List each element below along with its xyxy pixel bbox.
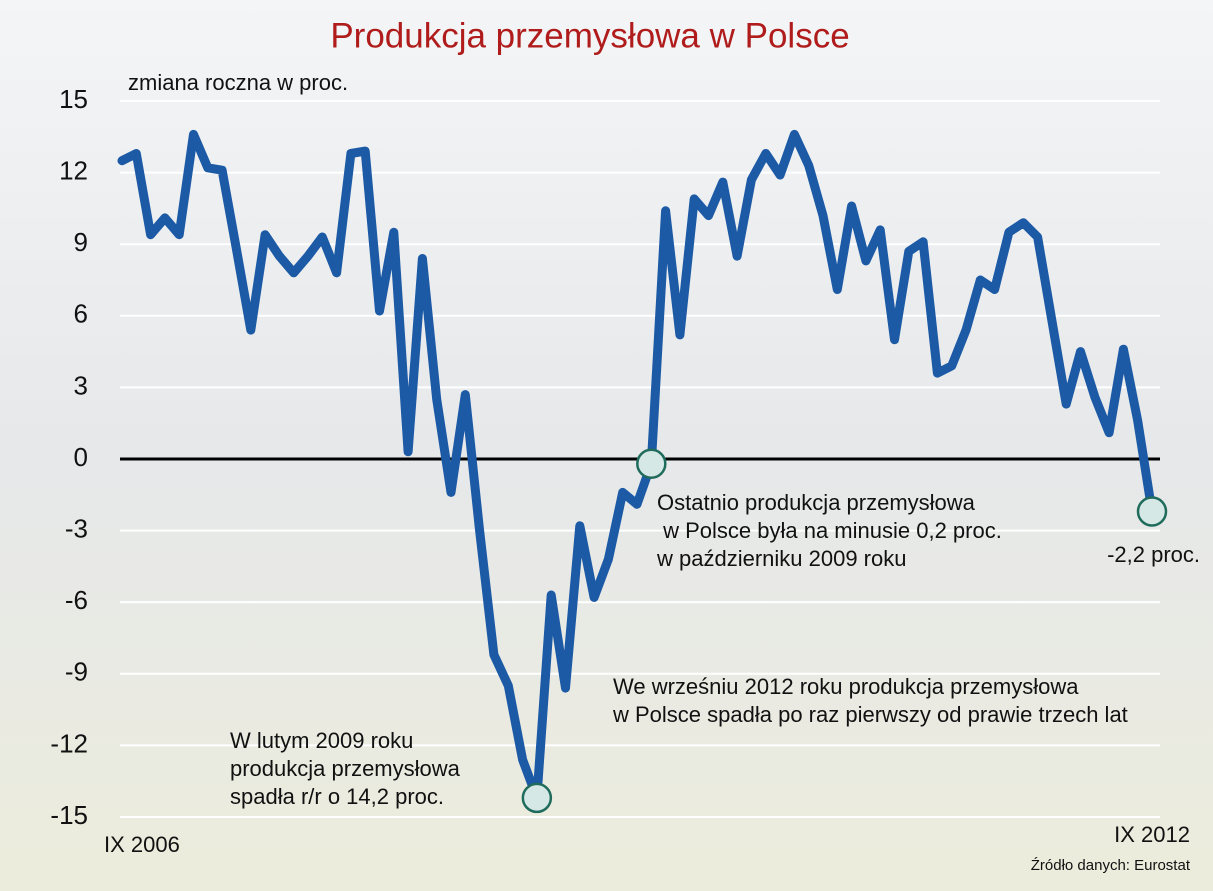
highlight-marker — [521, 782, 553, 814]
y-tick-label: -6 — [65, 585, 88, 615]
annotation: W lutym 2009 roku — [230, 728, 413, 753]
y-tick-label: 0 — [74, 442, 88, 472]
highlight-marker — [1136, 496, 1168, 527]
annotation: w Polsce spadła po raz pierwszy od prawi… — [612, 702, 1128, 727]
y-tick-label: 9 — [74, 227, 88, 257]
annotation: w Polsce była na minusie 0,2 proc. — [657, 518, 1002, 543]
chart-title: Produkcja przemysłowa w Polsce — [330, 16, 849, 55]
y-tick-label: -15 — [50, 800, 88, 830]
y-tick-label: -9 — [65, 657, 88, 687]
source: Źródło danych: Eurostat — [1031, 857, 1191, 874]
y-tick-label: 6 — [74, 299, 88, 329]
annotation: Ostatnio produkcja przemysłowa — [657, 490, 976, 515]
x-tick-label: IX 2006 — [104, 832, 180, 857]
annotation: produkcja przemysłowa — [230, 756, 461, 781]
y-tick-label: 3 — [74, 370, 88, 400]
annotation: spadła r/r o 14,2 proc. — [230, 784, 444, 809]
annotation: w październiku 2009 roku — [656, 546, 906, 571]
y-tick-label: -3 — [65, 513, 88, 543]
y-tick-label: -12 — [50, 728, 88, 758]
highlight-marker — [636, 448, 667, 480]
x-tick-label: IX 2012 — [1114, 822, 1190, 847]
subtitle: zmiana roczna w proc. — [128, 70, 348, 95]
annotation: We wrześniu 2012 roku produkcja przemysł… — [613, 674, 1079, 699]
data-line — [117, 129, 1157, 803]
y-tick-label: 12 — [59, 155, 88, 185]
y-tick-label: 15 — [59, 84, 88, 114]
annotation: -2,2 proc. — [1107, 542, 1200, 567]
